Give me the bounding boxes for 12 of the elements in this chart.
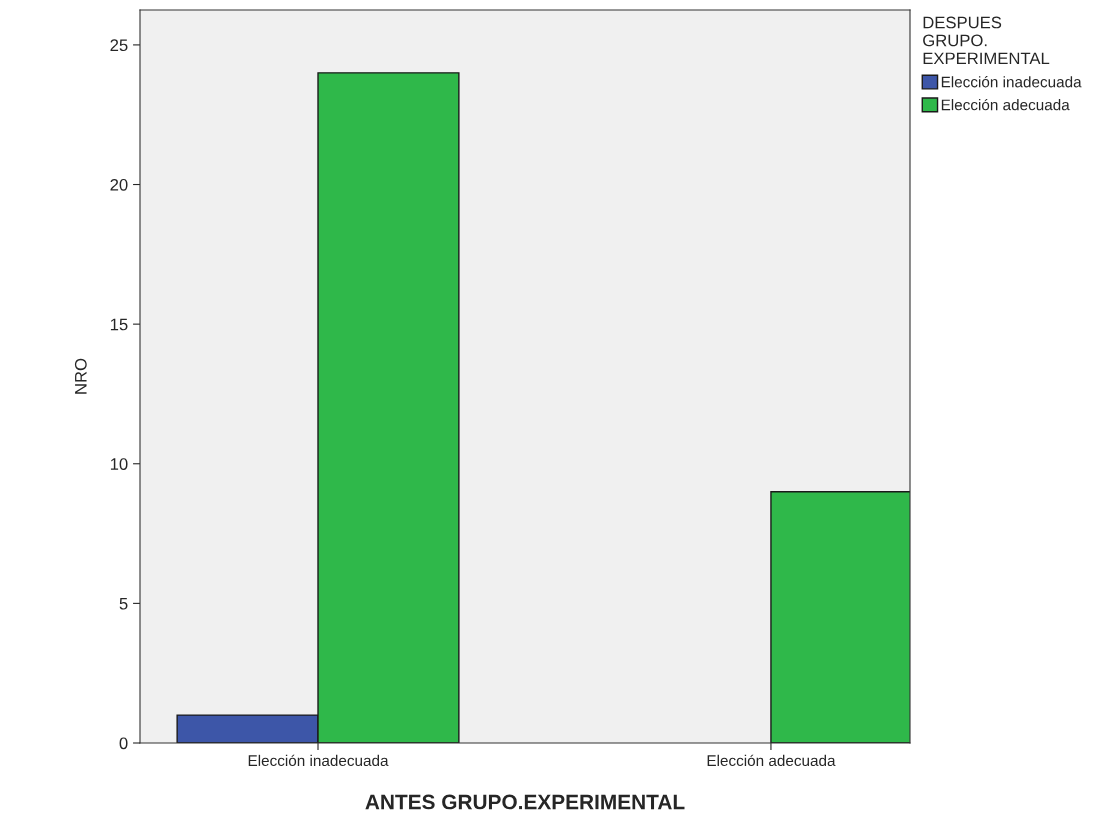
y-tick-label: 15 xyxy=(110,318,128,331)
legend-label: Elección adecuada xyxy=(941,98,1070,111)
y-tick-label: 20 xyxy=(110,178,128,191)
y-tick-label: 10 xyxy=(110,458,128,470)
legend-title: DESPUES GRUPO. EXPERIMENTAL xyxy=(923,16,1050,65)
y-tick-label: 0 xyxy=(119,737,128,750)
bar xyxy=(770,490,910,743)
y-axis-title: NRO xyxy=(74,358,87,394)
legend-label: Elección inadecuada xyxy=(941,76,1082,88)
y-tick-label: 25 xyxy=(110,39,128,52)
x-axis-title: ANTES GRUPO.EXPERIMENTAL xyxy=(365,794,685,810)
y-tick-label: 5 xyxy=(119,597,128,610)
